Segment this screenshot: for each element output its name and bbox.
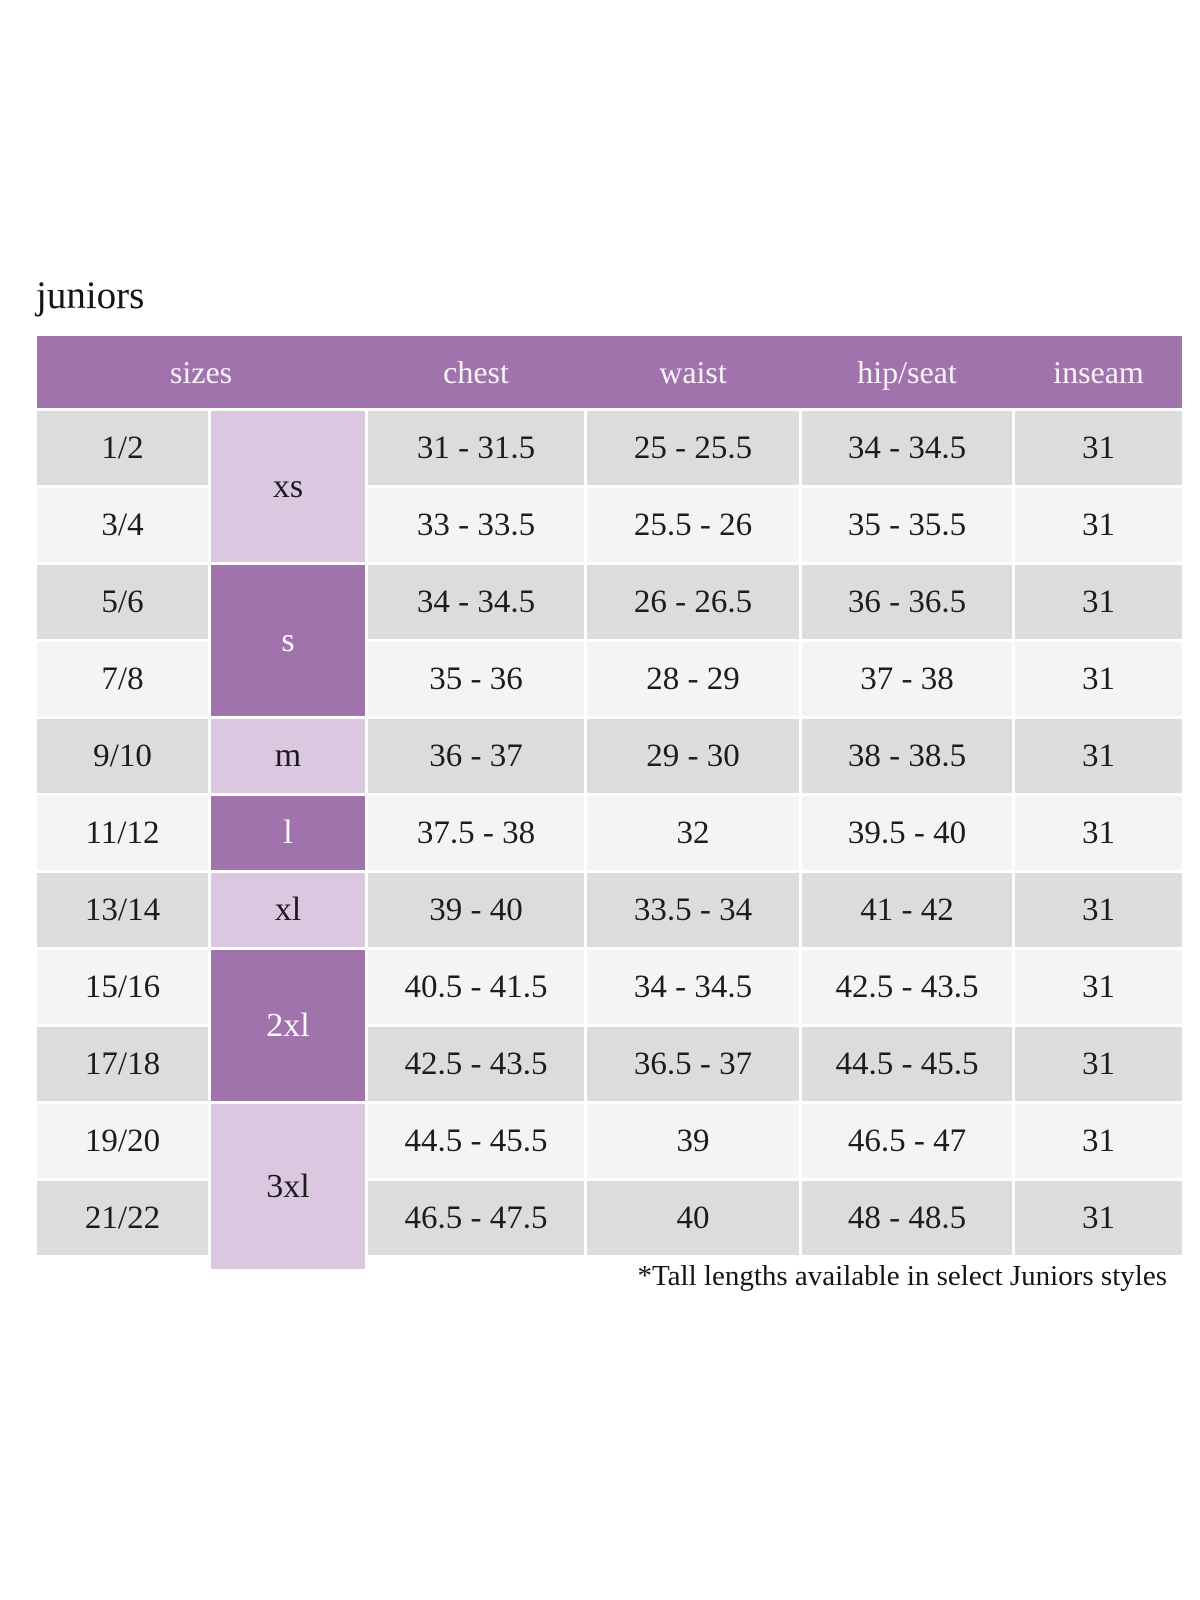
inseam-cell: 31 bbox=[1015, 873, 1182, 947]
chest-cell: 44.5 - 45.5 bbox=[368, 1104, 584, 1178]
hip-seat-cell: 42.5 - 43.5 bbox=[802, 950, 1012, 1024]
inseam-cell: 31 bbox=[1015, 488, 1182, 562]
header-cell-inseam: inseam bbox=[1053, 353, 1144, 390]
chest-cell: 35 - 36 bbox=[368, 642, 584, 716]
inseam-cell: 31 bbox=[1015, 950, 1182, 1024]
waist-cell: 39 bbox=[587, 1104, 799, 1178]
hip-seat-cell: 46.5 - 47 bbox=[802, 1104, 1012, 1178]
inseam-cell: 31 bbox=[1015, 642, 1182, 716]
letter-cell-xs: xs bbox=[211, 411, 365, 562]
chest-cell: 40.5 - 41.5 bbox=[368, 950, 584, 1024]
size-cell: 5/6 bbox=[37, 565, 208, 639]
hip-seat-cell: 35 - 35.5 bbox=[802, 488, 1012, 562]
header-cell-waist: waist bbox=[659, 353, 727, 390]
letter-cell-l: l bbox=[211, 796, 365, 870]
size-cell: 17/18 bbox=[37, 1027, 208, 1101]
size-table: sizes chest waist hip/seat inseam 1/2 31 … bbox=[37, 336, 1182, 1269]
table-header: sizes chest waist hip/seat inseam bbox=[37, 336, 1182, 408]
inseam-cell: 31 bbox=[1015, 565, 1182, 639]
chest-cell: 42.5 - 43.5 bbox=[368, 1027, 584, 1101]
chest-cell: 31 - 31.5 bbox=[368, 411, 584, 485]
waist-cell: 36.5 - 37 bbox=[587, 1027, 799, 1101]
size-cell: 19/20 bbox=[37, 1104, 208, 1178]
chest-cell: 39 - 40 bbox=[368, 873, 584, 947]
hip-seat-cell: 38 - 38.5 bbox=[802, 719, 1012, 793]
header-cell-hip-seat: hip/seat bbox=[857, 353, 957, 390]
waist-cell: 29 - 30 bbox=[587, 719, 799, 793]
waist-cell: 25.5 - 26 bbox=[587, 488, 799, 562]
hip-seat-cell: 41 - 42 bbox=[802, 873, 1012, 947]
hip-seat-cell: 37 - 38 bbox=[802, 642, 1012, 716]
size-cell: 7/8 bbox=[37, 642, 208, 716]
hip-seat-cell: 44.5 - 45.5 bbox=[802, 1027, 1012, 1101]
letter-cell-2xl: 2xl bbox=[211, 950, 365, 1101]
size-cell: 13/14 bbox=[37, 873, 208, 947]
inseam-cell: 31 bbox=[1015, 411, 1182, 485]
inseam-cell: 31 bbox=[1015, 1104, 1182, 1178]
size-cell: 1/2 bbox=[37, 411, 208, 485]
letter-cell-xl: xl bbox=[211, 873, 365, 947]
letter-cell-m: m bbox=[211, 719, 365, 793]
letter-cell-3xl: 3xl bbox=[211, 1104, 365, 1269]
inseam-cell: 31 bbox=[1015, 1027, 1182, 1101]
size-cell: 11/12 bbox=[37, 796, 208, 870]
chest-cell: 37.5 - 38 bbox=[368, 796, 584, 870]
inseam-cell: 31 bbox=[1015, 1181, 1182, 1255]
chest-cell: 46.5 - 47.5 bbox=[368, 1181, 584, 1255]
waist-cell: 28 - 29 bbox=[587, 642, 799, 716]
hip-seat-cell: 36 - 36.5 bbox=[802, 565, 1012, 639]
waist-cell: 34 - 34.5 bbox=[587, 950, 799, 1024]
chest-cell: 33 - 33.5 bbox=[368, 488, 584, 562]
inseam-cell: 31 bbox=[1015, 796, 1182, 870]
waist-cell: 40 bbox=[587, 1181, 799, 1255]
chest-cell: 36 - 37 bbox=[368, 719, 584, 793]
waist-cell: 33.5 - 34 bbox=[587, 873, 799, 947]
chest-cell: 34 - 34.5 bbox=[368, 565, 584, 639]
waist-cell: 32 bbox=[587, 796, 799, 870]
hip-seat-cell: 34 - 34.5 bbox=[802, 411, 1012, 485]
waist-cell: 25 - 25.5 bbox=[587, 411, 799, 485]
footnote: *Tall lengths available in select Junior… bbox=[637, 1260, 1167, 1292]
size-cell: 21/22 bbox=[37, 1181, 208, 1255]
header-cell-sizes: sizes bbox=[169, 353, 233, 390]
waist-cell: 26 - 26.5 bbox=[587, 565, 799, 639]
hip-seat-cell: 39.5 - 40 bbox=[802, 796, 1012, 870]
letter-cell-s: s bbox=[211, 565, 365, 716]
size-cell: 9/10 bbox=[37, 719, 208, 793]
header-cell-chest: chest bbox=[443, 353, 509, 390]
size-cell: 3/4 bbox=[37, 488, 208, 562]
page-title: juniors bbox=[36, 274, 145, 317]
hip-seat-cell: 48 - 48.5 bbox=[802, 1181, 1012, 1255]
inseam-cell: 31 bbox=[1015, 719, 1182, 793]
size-cell: 15/16 bbox=[37, 950, 208, 1024]
